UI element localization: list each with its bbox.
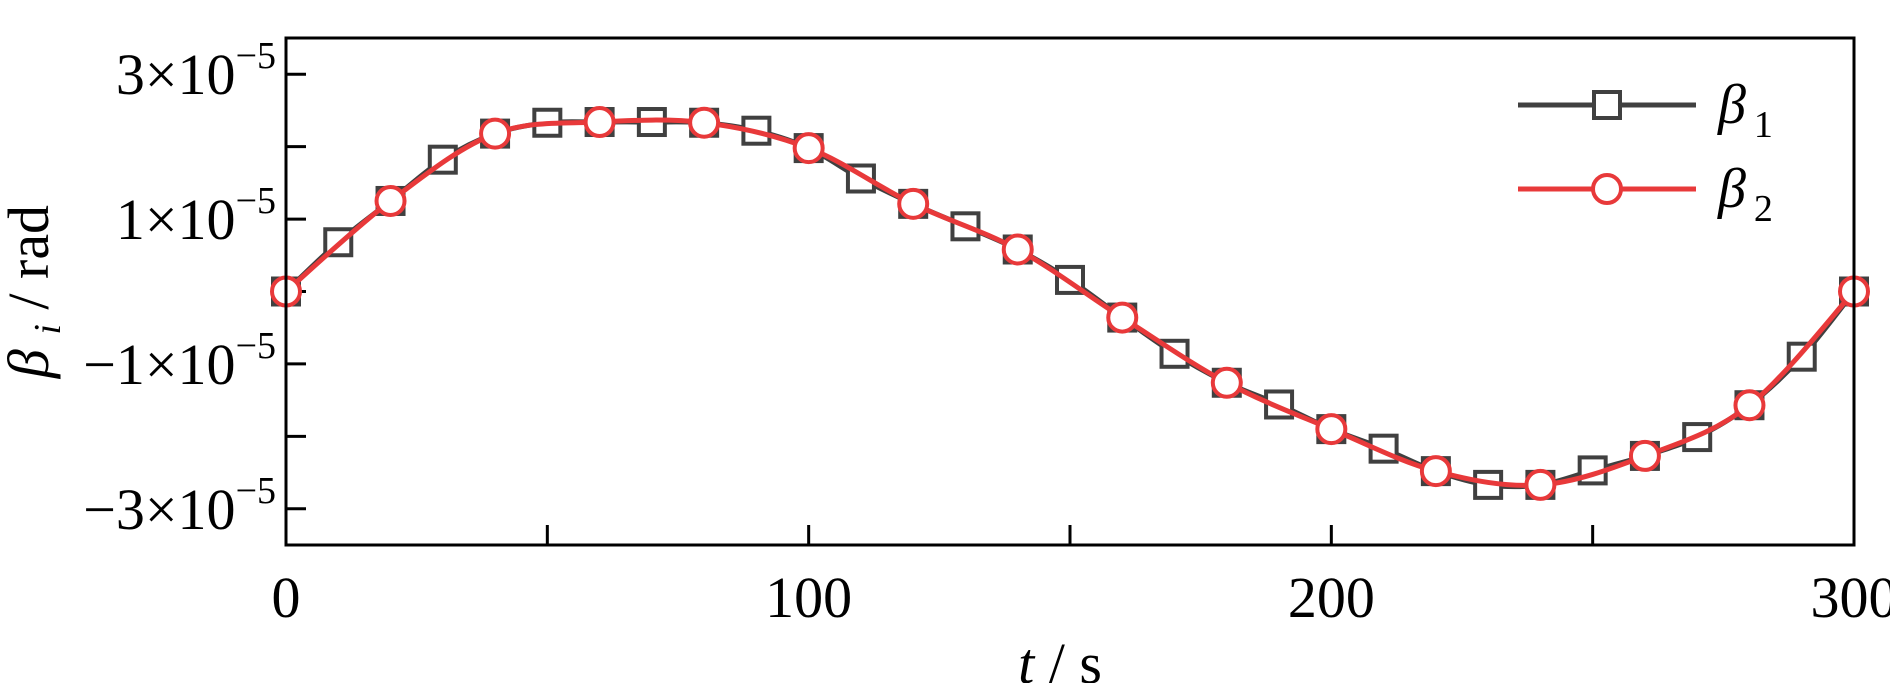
data-point-circle bbox=[1733, 389, 1766, 422]
legend-marker-square bbox=[1592, 90, 1622, 120]
y-tick-exponent: −5 bbox=[236, 470, 276, 512]
y-axis-var: β bbox=[0, 349, 61, 379]
y-tick-exponent: −5 bbox=[236, 35, 276, 77]
legend-symbol: β bbox=[1717, 74, 1746, 136]
y-tick-mantissa: −3×10 bbox=[83, 477, 235, 542]
plot-frame bbox=[284, 36, 1856, 547]
y-tick-mantissa: 3×10 bbox=[116, 42, 236, 107]
data-point-circle bbox=[688, 106, 721, 139]
x-tick-label: 100 bbox=[765, 565, 852, 630]
legend-subscript: 2 bbox=[1754, 188, 1773, 230]
data-point-circle bbox=[792, 132, 825, 165]
y-axis-sep: / bbox=[0, 279, 61, 310]
series-β-2 bbox=[270, 106, 1870, 501]
data-point-circle bbox=[1628, 439, 1661, 472]
y-tick-mantissa: 1×10 bbox=[116, 187, 236, 252]
y-axis-unit: rad bbox=[0, 205, 61, 279]
legend-symbol: β bbox=[1717, 158, 1746, 220]
x-axis-unit: s bbox=[1079, 631, 1102, 683]
x-tick-label: 300 bbox=[1811, 565, 1890, 630]
data-point-circle bbox=[374, 184, 407, 217]
x-axis-var: t bbox=[1018, 631, 1036, 683]
legend-marker-circle bbox=[1591, 173, 1623, 205]
y-tick-label: 1×10−5 bbox=[116, 180, 276, 252]
data-point-circle bbox=[897, 187, 930, 220]
x-axis-sep: / bbox=[1049, 631, 1080, 683]
x-axis-label: t / s bbox=[1018, 631, 1102, 683]
series-β-1 bbox=[271, 107, 1869, 500]
y-tick-mantissa: −1×10 bbox=[83, 332, 235, 397]
axis-ticks bbox=[284, 72, 1856, 545]
y-tick-label: −1×10−5 bbox=[83, 325, 276, 397]
data-point-circle bbox=[1524, 468, 1557, 501]
data-point-circle bbox=[1210, 366, 1243, 399]
y-tick-label: −3×10−5 bbox=[83, 470, 276, 542]
data-point-circle bbox=[1419, 455, 1452, 488]
series-line bbox=[284, 119, 1856, 490]
series-layer bbox=[270, 106, 1870, 501]
x-tick-label: 200 bbox=[1288, 565, 1375, 630]
legend: β 1β 2 bbox=[1518, 74, 1773, 230]
series-line bbox=[284, 117, 1856, 488]
data-point-circle bbox=[1315, 413, 1348, 446]
legend-subscript: 1 bbox=[1754, 104, 1773, 146]
y-axis-sub: i bbox=[27, 324, 69, 335]
y-tick-exponent: −5 bbox=[236, 325, 276, 367]
data-point-circle bbox=[479, 117, 512, 150]
y-tick-exponent: −5 bbox=[236, 180, 276, 222]
y-tick-label: 3×10−5 bbox=[116, 35, 276, 107]
data-point-circle bbox=[1001, 233, 1034, 266]
y-axis-label: β i / rad bbox=[0, 205, 73, 379]
data-point-circle bbox=[583, 106, 616, 139]
x-tick-label: 0 bbox=[272, 565, 301, 630]
data-point-circle bbox=[1106, 301, 1139, 334]
